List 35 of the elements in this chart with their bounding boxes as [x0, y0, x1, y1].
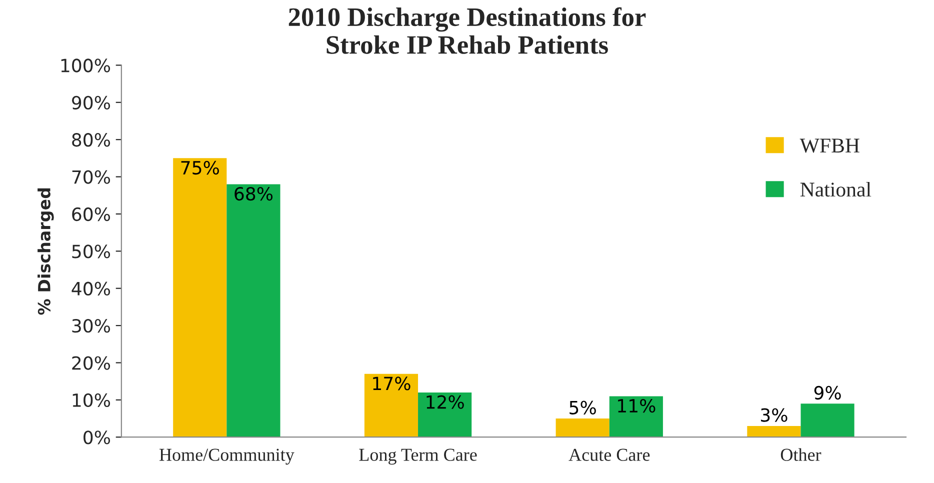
bar	[364, 374, 418, 438]
chart-title: 2010 Discharge Destinations for Stroke IP Rehab Patients	[288, 7, 646, 54]
y-tick-label: 20%	[72, 356, 110, 370]
x-tick-label: Other	[780, 448, 822, 461]
y-tick-label: 90%	[72, 96, 110, 110]
y-tick-label: 70%	[72, 170, 110, 184]
data-label: 17%	[373, 376, 410, 390]
legend-label: WFBH	[800, 138, 860, 153]
bar	[226, 184, 280, 438]
data-label: 3%	[761, 408, 788, 422]
data-label: 12%	[426, 395, 464, 409]
y-axis-title: % Discharged	[38, 188, 54, 315]
data-label: 5%	[570, 400, 596, 414]
y-tick-label: 100%	[61, 58, 110, 72]
y-tick-label: 80%	[72, 133, 110, 147]
data-label: 9%	[814, 386, 841, 400]
data-label: 68%	[234, 186, 273, 201]
x-tick-label: Home/Community	[159, 448, 294, 465]
bar	[747, 426, 801, 438]
bar	[609, 396, 663, 438]
bar	[418, 392, 472, 438]
legend-label: National	[800, 182, 872, 197]
y-tick-label: 60%	[72, 207, 110, 222]
data-label: 75%	[181, 160, 219, 175]
bar	[556, 418, 610, 438]
x-tick-label: Long Term Care	[359, 448, 477, 465]
y-tick-label: 0%	[84, 430, 110, 444]
y-tick-label: 30%	[72, 319, 110, 333]
x-tick-label: Acute Care	[568, 448, 650, 461]
y-tick-label: 10%	[72, 393, 110, 408]
data-label: 11%	[618, 398, 656, 413]
bar	[173, 158, 227, 438]
y-tick-label: 40%	[72, 282, 110, 296]
bar	[800, 404, 854, 438]
y-tick-label: 50%	[72, 244, 110, 258]
